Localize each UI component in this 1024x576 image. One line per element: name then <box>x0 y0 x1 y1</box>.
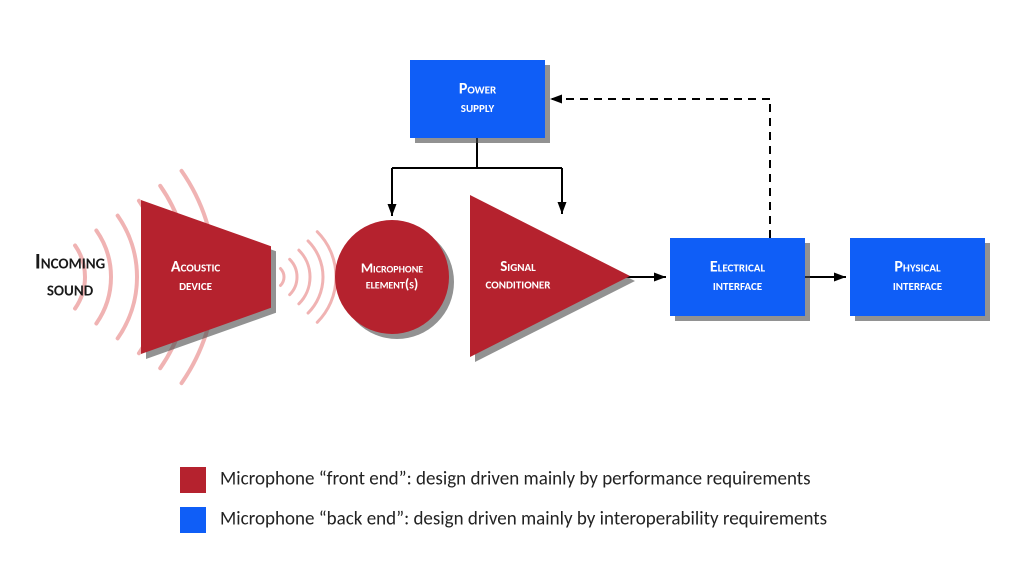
inner-wave-arc-4 <box>317 232 336 323</box>
edge-ps_to_sig-head <box>558 202 567 214</box>
microphone-elements-block-label-line1: element(s) <box>366 275 419 292</box>
electrical-interface-block-label-line1: interface <box>713 276 762 295</box>
electrical-interface-block-label-line0: Electrical <box>710 258 766 277</box>
incoming-sound-label2-line0: sound <box>47 274 94 301</box>
incoming-sound-label-line0: Incoming <box>35 247 105 274</box>
microphone-elements-block-label-line0: Microphone <box>361 259 423 276</box>
acoustic-device-block-label-line1: device <box>179 276 212 295</box>
edge-ps_to_mic-head <box>388 204 397 216</box>
legend-swatch-0 <box>180 467 206 493</box>
edge-elec_to_ps_h-head <box>550 95 562 104</box>
edge-sig_to_elec-head <box>654 273 666 282</box>
legend-swatch-1 <box>180 507 206 533</box>
power-supply-block-label-line1: supply <box>461 98 495 117</box>
acoustic-device-block-label-line0: Acoustic <box>171 258 221 277</box>
physical-interface-block-label-line1: interface <box>893 276 942 295</box>
power-supply-block-label-line0: Power <box>459 80 497 99</box>
inner-wave-arc-1 <box>290 259 297 294</box>
signal-conditioner-block-label-line1: conditioner <box>486 275 552 293</box>
signal-conditioner-block-label-line0: Signal <box>500 258 536 276</box>
incoming-wave-arc-2 <box>118 216 137 339</box>
incoming-wave-arc-1 <box>96 231 111 324</box>
inner-wave-arc-0 <box>280 269 284 286</box>
legend-text-0: Microphone “front end”: design driven ma… <box>220 468 811 491</box>
physical-interface-block-label-line0: Physical <box>894 258 941 277</box>
inner-wave-arc-2 <box>299 250 310 304</box>
edge-elec_to_phys-head <box>834 273 846 282</box>
legend-text-1: Microphone “back end”: design driven mai… <box>220 508 827 531</box>
